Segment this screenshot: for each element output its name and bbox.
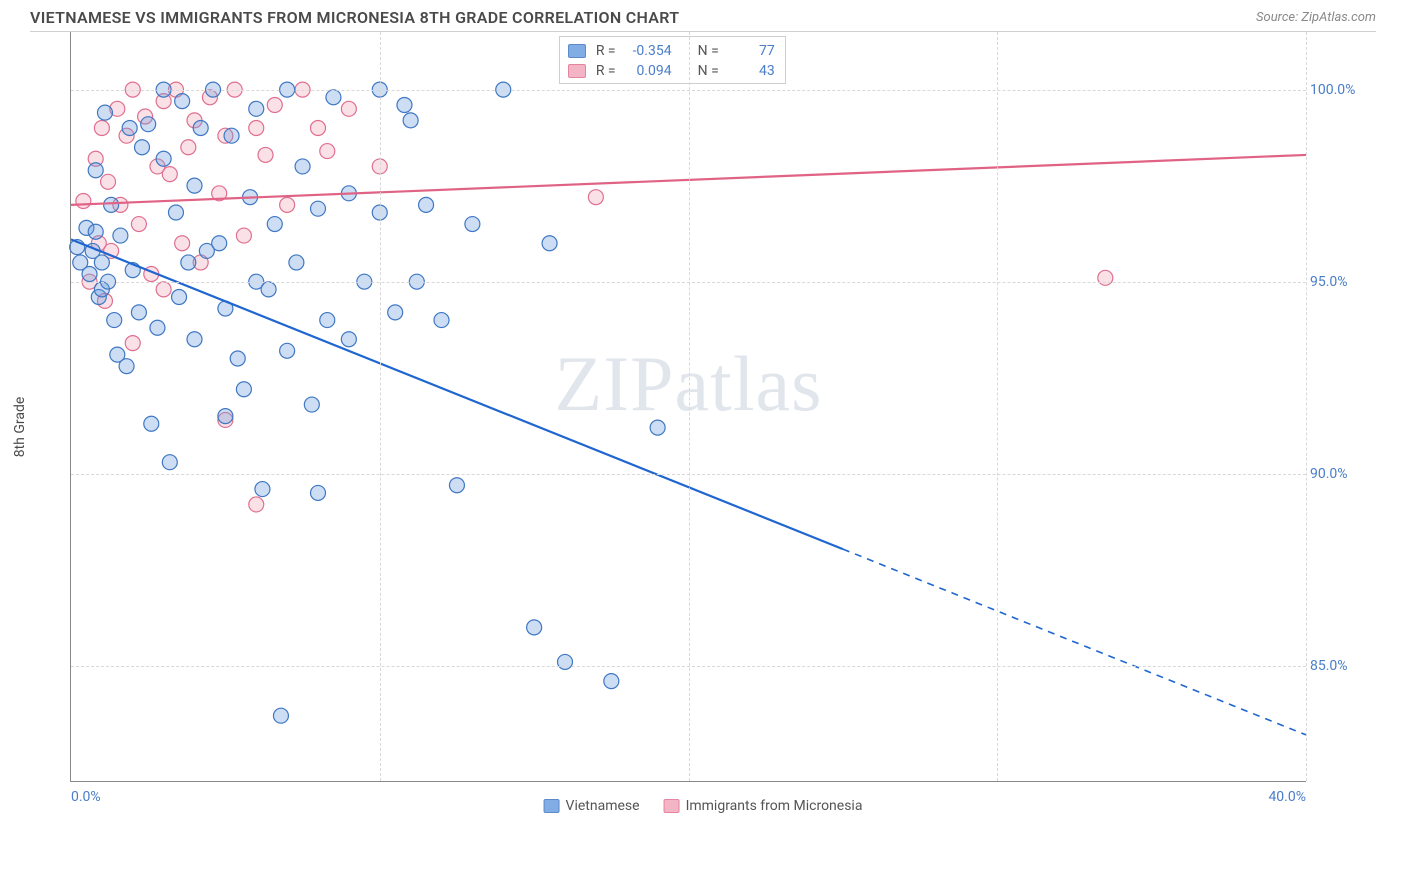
- legend-stats-box: R = -0.354 N = 77 R = 0.094 N = 43: [559, 36, 786, 84]
- legend-stats-row-1: R = 0.094 N = 43: [568, 61, 775, 81]
- legend-r-label: R =: [596, 41, 616, 61]
- bottom-legend-label-0: Vietnamese: [566, 798, 640, 814]
- y-tick-label: 85.0%: [1310, 658, 1370, 674]
- legend-n-value-1: 43: [729, 61, 775, 81]
- legend-r-value-0: -0.354: [626, 41, 672, 61]
- bottom-legend-item-0: Vietnamese: [544, 798, 640, 814]
- legend-n-label: N =: [698, 41, 719, 61]
- bottom-legend-item-1: Immigrants from Micronesia: [664, 798, 863, 814]
- legend-swatch-icon: [664, 799, 680, 813]
- legend-swatch-icon: [544, 799, 560, 813]
- legend-swatch-1: [568, 64, 586, 78]
- legend-swatch-0: [568, 44, 586, 58]
- source-label: Source: ZipAtlas.com: [1256, 10, 1376, 25]
- chart-title: VIETNAMESE VS IMMIGRANTS FROM MICRONESIA…: [30, 8, 679, 27]
- plot-area: ZIPatlas R = -0.354 N = 77 R = 0.094 N =…: [70, 32, 1306, 782]
- bottom-legend: Vietnamese Immigrants from Micronesia: [544, 798, 863, 814]
- y-tick-label: 90.0%: [1310, 466, 1370, 482]
- x-tick-label: 0.0%: [71, 789, 101, 805]
- bottom-legend-label-1: Immigrants from Micronesia: [686, 798, 863, 814]
- legend-r-value-1: 0.094: [626, 61, 672, 81]
- x-tick-label: 40.0%: [1268, 789, 1306, 805]
- y-tick-label: 100.0%: [1310, 82, 1370, 98]
- legend-stats-row-0: R = -0.354 N = 77: [568, 41, 775, 61]
- legend-r-label: R =: [596, 61, 616, 81]
- y-axis-label: 8th Grade: [12, 397, 28, 458]
- legend-n-label: N =: [698, 61, 719, 81]
- y-tick-label: 95.0%: [1310, 274, 1370, 290]
- legend-n-value-0: 77: [729, 41, 775, 61]
